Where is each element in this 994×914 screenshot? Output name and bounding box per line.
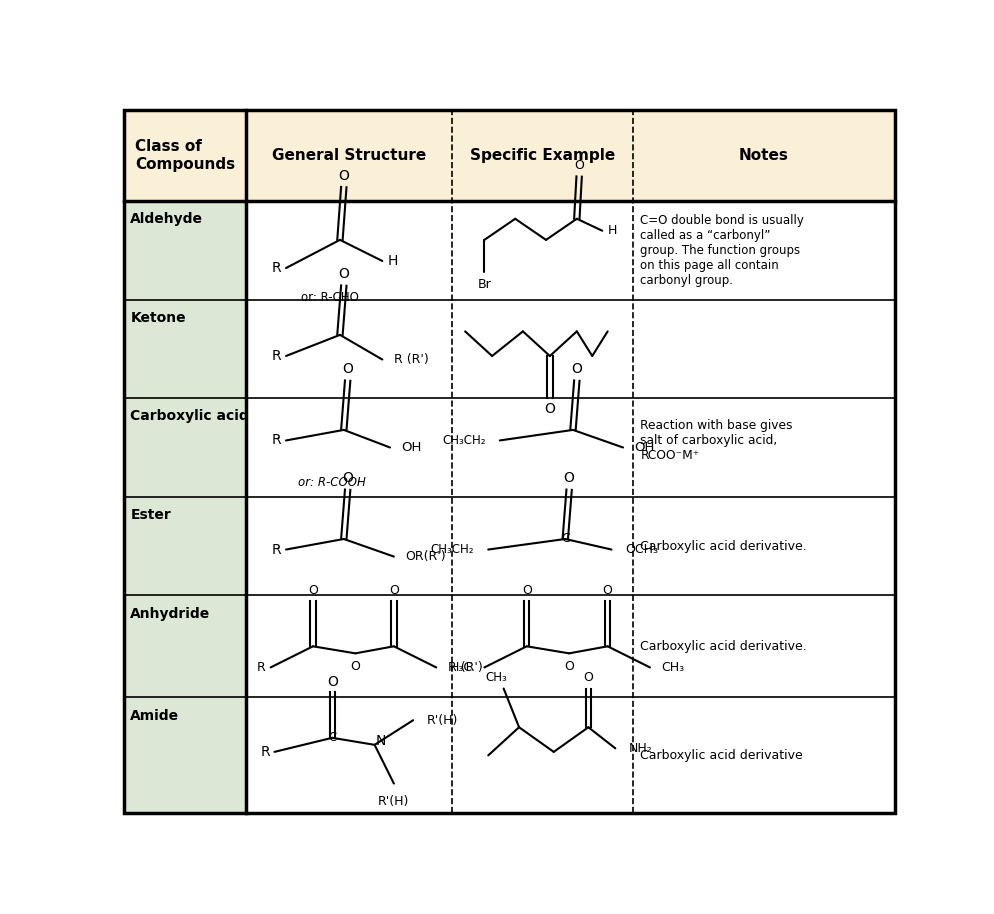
Text: R: R xyxy=(272,543,281,557)
Text: O: O xyxy=(522,584,532,597)
Bar xyxy=(633,399,895,497)
Text: O: O xyxy=(342,472,353,485)
Text: O: O xyxy=(572,362,582,377)
Bar xyxy=(633,697,895,813)
Text: O: O xyxy=(308,584,318,597)
Text: O: O xyxy=(342,362,353,377)
Bar xyxy=(633,595,895,697)
Text: O: O xyxy=(338,169,349,183)
Text: Notes: Notes xyxy=(739,148,788,163)
Text: R: R xyxy=(272,261,281,275)
Text: H₃C: H₃C xyxy=(449,661,473,674)
Text: H: H xyxy=(387,254,398,268)
Text: Carboxylic acid derivative: Carboxylic acid derivative xyxy=(640,749,803,762)
Text: O: O xyxy=(565,660,575,673)
Text: O: O xyxy=(545,402,556,417)
Bar xyxy=(451,497,632,595)
Bar xyxy=(124,697,246,813)
Bar xyxy=(451,595,632,697)
Text: C=O double bond is usually
called as a “carbonyl”
group. The function groups
on : C=O double bond is usually called as a “… xyxy=(640,214,804,287)
Text: Reaction with base gives
salt of carboxylic acid,
RCOO⁻M⁺: Reaction with base gives salt of carboxy… xyxy=(640,419,793,462)
Bar xyxy=(246,399,451,497)
Bar xyxy=(451,399,632,497)
Text: OCH₃: OCH₃ xyxy=(625,543,658,556)
Text: R'(H): R'(H) xyxy=(427,714,458,727)
Text: CH₃CH₂: CH₃CH₂ xyxy=(430,543,474,556)
Text: R (R'): R (R') xyxy=(394,353,428,366)
Text: R: R xyxy=(257,661,265,674)
Text: O: O xyxy=(575,159,584,172)
Bar xyxy=(246,595,451,697)
Bar xyxy=(124,110,246,201)
Text: R: R xyxy=(260,745,270,759)
Text: Carboxylic acid derivative.: Carboxylic acid derivative. xyxy=(640,640,807,653)
Bar xyxy=(633,300,895,399)
Text: Class of
Compounds: Class of Compounds xyxy=(135,139,236,172)
Text: R: R xyxy=(272,433,281,448)
Bar xyxy=(124,595,246,697)
Bar xyxy=(451,110,632,201)
Bar xyxy=(124,300,246,399)
Text: O: O xyxy=(583,672,593,685)
Text: Ester: Ester xyxy=(130,508,171,522)
Text: Carboxylic acid: Carboxylic acid xyxy=(130,409,249,423)
Bar xyxy=(451,697,632,813)
Bar xyxy=(246,110,451,201)
Text: O: O xyxy=(564,472,575,485)
Text: Specific Example: Specific Example xyxy=(469,148,615,163)
Text: OH: OH xyxy=(402,441,421,454)
Text: H: H xyxy=(607,224,617,238)
Text: R'(H): R'(H) xyxy=(378,794,410,808)
Text: R (R'): R (R') xyxy=(448,661,482,674)
Bar xyxy=(124,399,246,497)
Text: O: O xyxy=(602,584,612,597)
Bar xyxy=(246,697,451,813)
Text: R: R xyxy=(272,349,281,363)
Text: C: C xyxy=(561,533,570,546)
Bar xyxy=(246,300,451,399)
Text: or: R-COOH: or: R-COOH xyxy=(297,476,366,489)
Text: OR(R'): OR(R') xyxy=(406,550,446,563)
Text: O: O xyxy=(338,268,349,282)
Bar xyxy=(633,110,895,201)
Bar xyxy=(246,497,451,595)
Text: O: O xyxy=(327,675,338,689)
Text: CH₃CH₂: CH₃CH₂ xyxy=(442,434,486,447)
Text: O: O xyxy=(389,584,399,597)
Bar xyxy=(633,497,895,595)
Text: Aldehyde: Aldehyde xyxy=(130,212,204,227)
Text: Carboxylic acid derivative.: Carboxylic acid derivative. xyxy=(640,539,807,553)
Text: NH₂: NH₂ xyxy=(629,742,653,755)
Text: Ketone: Ketone xyxy=(130,311,186,325)
Text: Anhydride: Anhydride xyxy=(130,607,211,621)
Bar xyxy=(124,201,246,300)
Text: General Structure: General Structure xyxy=(271,148,426,163)
Text: C: C xyxy=(328,731,336,744)
Bar xyxy=(246,201,451,300)
Text: CH₃: CH₃ xyxy=(485,671,507,684)
Text: O: O xyxy=(351,660,360,673)
Text: N: N xyxy=(376,734,386,748)
Text: or: R-CHO: or: R-CHO xyxy=(301,291,359,304)
Bar xyxy=(451,201,632,300)
Bar xyxy=(124,497,246,595)
Text: Br: Br xyxy=(477,278,491,291)
Bar xyxy=(451,300,632,399)
Bar xyxy=(633,201,895,300)
Text: Amide: Amide xyxy=(130,708,180,723)
Text: CH₃: CH₃ xyxy=(662,661,685,674)
Text: OH: OH xyxy=(634,441,655,454)
